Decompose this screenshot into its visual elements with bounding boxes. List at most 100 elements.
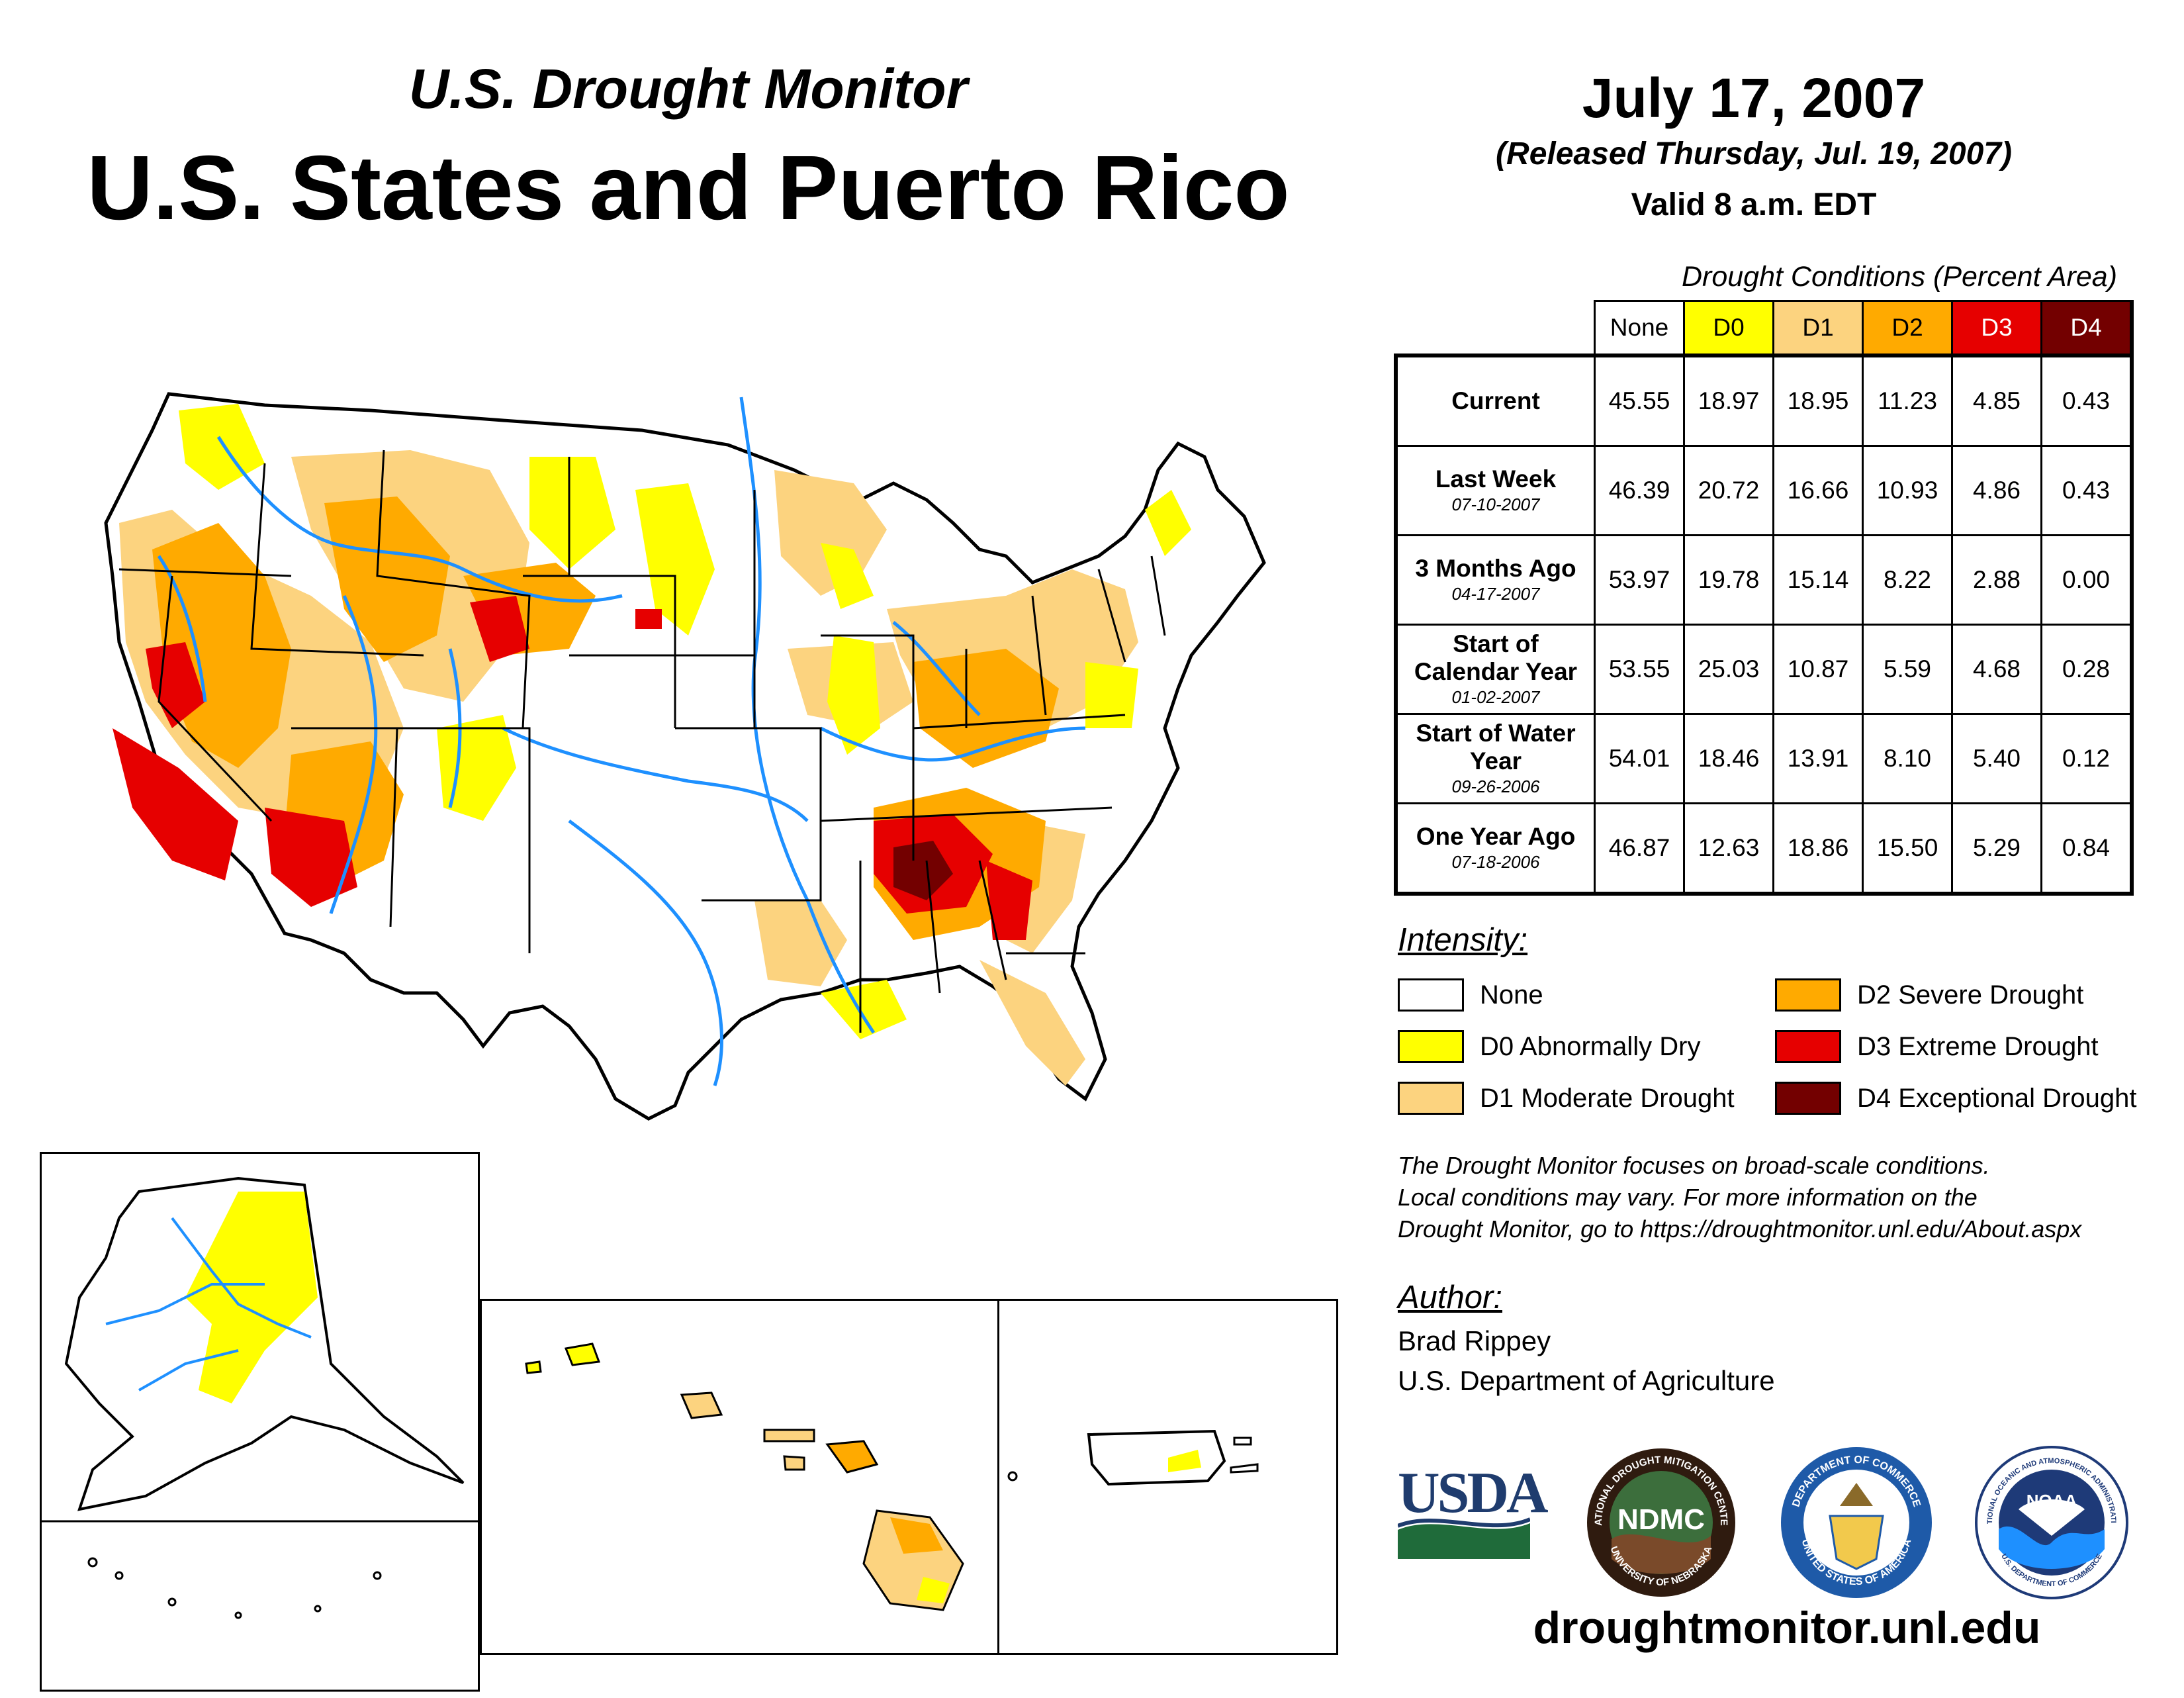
legend-item-d1: D1 Moderate Drought bbox=[1398, 1080, 1735, 1117]
usda-hills-icon bbox=[1398, 1517, 1530, 1559]
table-cell: 4.85 bbox=[1951, 354, 2042, 447]
svg-text:NOAA: NOAA bbox=[2026, 1491, 2077, 1511]
table-corner bbox=[1396, 301, 1595, 356]
legend-label: D0 Abnormally Dry bbox=[1480, 1031, 1701, 1061]
legend-swatch bbox=[1775, 1082, 1841, 1115]
legend-item-d2: D2 Severe Drought bbox=[1775, 976, 2083, 1014]
usda-logo: USDA bbox=[1398, 1460, 1549, 1559]
table-cell: 0.00 bbox=[2040, 534, 2134, 626]
col-d0: D0 bbox=[1683, 300, 1774, 357]
table-row: Start of Water Year 09-26-2006 54.01 18.46 1… bbox=[1394, 713, 2134, 804]
disclaimer-line: The Drought Monitor focuses on broad-sca… bbox=[1398, 1152, 1990, 1179]
svg-text:NDMC: NDMC bbox=[1617, 1503, 1705, 1536]
table-cell: 0.43 bbox=[2040, 354, 2134, 447]
legend-heading: Intensity: bbox=[1398, 922, 1528, 958]
col-none: None bbox=[1594, 300, 1685, 357]
table-cell: 45.55 bbox=[1594, 354, 1685, 447]
legend-swatch bbox=[1775, 978, 1841, 1012]
table-cell: 15.14 bbox=[1772, 534, 1864, 626]
usda-logo-text: USDA bbox=[1398, 1461, 1549, 1525]
table-cell: 46.39 bbox=[1594, 445, 1685, 536]
table-cell: 8.22 bbox=[1862, 534, 1953, 626]
table-cell: 16.66 bbox=[1772, 445, 1864, 536]
table-cell: 53.55 bbox=[1594, 624, 1685, 715]
table-cell: 19.78 bbox=[1683, 534, 1774, 626]
table-cell: 2.88 bbox=[1951, 534, 2042, 626]
row-date: 07-18-2006 bbox=[1451, 852, 1540, 872]
table-cell: 15.50 bbox=[1862, 802, 1953, 896]
legend-swatch bbox=[1775, 1030, 1841, 1063]
table-cell: 46.87 bbox=[1594, 802, 1685, 896]
row-label-text: Current bbox=[1451, 387, 1540, 414]
conus-drought-map bbox=[104, 392, 1266, 1121]
table-cell: 20.72 bbox=[1683, 445, 1774, 536]
col-d1: D1 bbox=[1772, 300, 1864, 357]
alaska-inset bbox=[40, 1152, 480, 1695]
commerce-seal-logo: DEPARTMENT OF COMMERCE UNITED STATES OF … bbox=[1781, 1447, 1932, 1598]
table-cell: 12.63 bbox=[1683, 802, 1774, 896]
noaa-logo: NOAA NATIONAL OCEANIC AND ATMOSPHERIC AD… bbox=[1972, 1443, 2128, 1599]
legend-label: D1 Moderate Drought bbox=[1480, 1083, 1735, 1113]
table-row: 3 Months Ago 04-17-2007 53.97 19.78 15.14 8.2… bbox=[1394, 534, 2134, 626]
legend-swatch bbox=[1398, 978, 1464, 1012]
legend-label: D2 Severe Drought bbox=[1857, 980, 2084, 1010]
map-subtitle: U.S. Drought Monitor bbox=[408, 58, 968, 120]
table-cell: 4.86 bbox=[1951, 445, 2042, 536]
row-date: 01-02-2007 bbox=[1451, 687, 1540, 707]
disclaimer-text: The Drought Monitor focuses on broad-sca… bbox=[1398, 1150, 2165, 1245]
alaska-inset-map bbox=[40, 1152, 480, 1692]
table-cell: 10.93 bbox=[1862, 445, 1953, 536]
ndmc-logo: NDMC NATIONAL DROUGHT MITIGATION CENTER … bbox=[1582, 1443, 1735, 1597]
release-date: (Released Thursday, Jul. 19, 2007) bbox=[1496, 136, 2012, 171]
table-cell: 5.29 bbox=[1951, 802, 2042, 896]
table-cell: 18.46 bbox=[1683, 713, 1774, 804]
table-cell: 5.59 bbox=[1862, 624, 1953, 715]
table-cell: 0.84 bbox=[2040, 802, 2134, 896]
table-cell: 0.43 bbox=[2040, 445, 2134, 536]
legend-label: D3 Extreme Drought bbox=[1857, 1031, 2099, 1061]
row-label: Last Week 07-10-2007 bbox=[1394, 445, 1596, 536]
legend-label: None bbox=[1480, 980, 1543, 1010]
map-title: U.S. States and Puerto Rico bbox=[87, 137, 1290, 239]
row-date: 09-26-2006 bbox=[1451, 777, 1540, 796]
website-url[interactable]: droughtmonitor.unl.edu bbox=[1533, 1603, 2041, 1653]
table-cell: 8.10 bbox=[1862, 713, 1953, 804]
table-cell: 18.86 bbox=[1772, 802, 1864, 896]
legend-label: D4 Exceptional Drought bbox=[1857, 1083, 2137, 1113]
col-d4: D4 bbox=[2040, 300, 2134, 357]
disclaimer-line: Drought Monitor, go to https://droughtmo… bbox=[1398, 1215, 2082, 1243]
col-d2: D2 bbox=[1862, 300, 1953, 357]
col-d3: D3 bbox=[1951, 300, 2042, 357]
row-label-text: Start of Water Year bbox=[1416, 720, 1576, 775]
table-cell: 13.91 bbox=[1772, 713, 1864, 804]
valid-time: Valid 8 a.m. EDT bbox=[1631, 187, 1877, 222]
drought-stats-table: None D0 D1 D2 D3 D4 Current 45.55 18.97 18.… bbox=[1394, 300, 2134, 896]
table-cell: 18.95 bbox=[1772, 354, 1864, 447]
author-org: U.S. Department of Agriculture bbox=[1398, 1365, 1775, 1396]
legend-item-d3: D3 Extreme Drought bbox=[1775, 1028, 2099, 1065]
d0-regions bbox=[179, 404, 1191, 1039]
table-cell: 54.01 bbox=[1594, 713, 1685, 804]
table-row: Start of Calendar Year 01-02-2007 53.55 25.… bbox=[1394, 624, 2134, 715]
hawaii-pr-insets bbox=[480, 1299, 1340, 1655]
table-cell: 0.12 bbox=[2040, 713, 2134, 804]
table-row: One Year Ago 07-18-2006 46.87 12.63 18.86 15.… bbox=[1394, 802, 2134, 896]
row-date: 07-10-2007 bbox=[1451, 495, 1540, 514]
d4-region bbox=[893, 841, 953, 900]
puerto-rico-inset-map bbox=[1007, 1429, 1259, 1486]
table-cell: 10.87 bbox=[1772, 624, 1864, 715]
row-label-text: Start of Calendar Year bbox=[1414, 630, 1578, 685]
row-label: Start of Water Year 09-26-2006 bbox=[1394, 713, 1596, 804]
legend-item-d4: D4 Exceptional Drought bbox=[1775, 1080, 2136, 1117]
row-label-text: 3 Months Ago bbox=[1415, 555, 1576, 582]
row-label: One Year Ago 07-18-2006 bbox=[1394, 802, 1596, 896]
table-caption: Drought Conditions (Percent Area) bbox=[1681, 261, 2118, 293]
table-cell: 4.68 bbox=[1951, 624, 2042, 715]
disclaimer-line: Local conditions may vary. For more info… bbox=[1398, 1184, 1978, 1211]
row-label: 3 Months Ago 04-17-2007 bbox=[1394, 534, 1596, 626]
state-boundaries bbox=[118, 449, 1166, 1033]
row-date: 04-17-2007 bbox=[1451, 584, 1540, 604]
hawaii-inset-map bbox=[480, 1299, 1338, 1655]
table-row: Current 45.55 18.97 18.95 11.23 4.85 0.43 bbox=[1394, 354, 2134, 447]
table-body: Current 45.55 18.97 18.95 11.23 4.85 0.43 Last … bbox=[1394, 354, 2134, 896]
